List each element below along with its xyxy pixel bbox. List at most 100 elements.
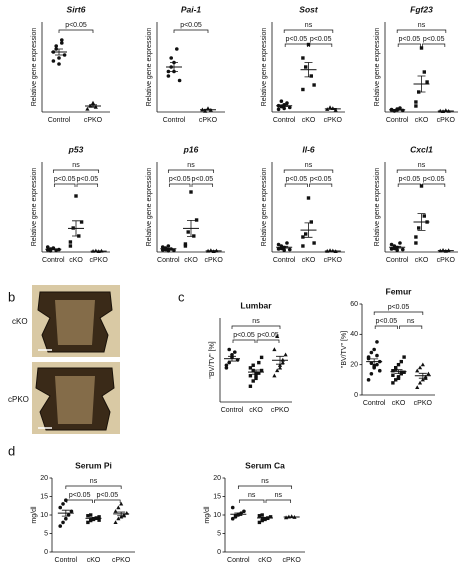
y-axis-label: mg/dl	[204, 506, 211, 524]
dot	[189, 190, 193, 194]
dot	[263, 517, 267, 522]
x-tick-label: Control	[157, 257, 180, 264]
dot	[414, 104, 418, 108]
dot	[260, 518, 264, 523]
dot	[422, 70, 426, 74]
error-bar	[394, 369, 403, 375]
dot	[366, 378, 371, 382]
error-bar	[234, 512, 243, 516]
dot	[402, 370, 406, 374]
significance-bracket	[284, 183, 308, 187]
y-tick-label: 20	[350, 362, 358, 369]
significance-label: ns	[72, 162, 80, 169]
dot	[60, 41, 64, 45]
dot-plot: p16 Relative gene expression Control cKO cPK…	[146, 144, 225, 264]
x-tick-label: cPKO	[90, 257, 109, 264]
significance-label: p<0.05	[423, 176, 445, 183]
dot	[394, 378, 398, 382]
x-tick-label: cKO	[415, 117, 429, 124]
dot	[422, 214, 426, 218]
x-tick-label: Control	[363, 400, 386, 407]
error-bar	[89, 104, 97, 108]
x-tick-label: cKO	[302, 257, 316, 264]
dot	[119, 514, 124, 519]
significance-label: p<0.05	[65, 22, 87, 29]
y-tick-label: 60	[350, 301, 358, 308]
dot	[113, 509, 118, 513]
dot	[79, 220, 84, 224]
dot	[224, 363, 229, 368]
x-tick-label: Control	[273, 117, 296, 124]
significance-label: ns	[407, 318, 415, 325]
dot	[306, 196, 311, 200]
significance-bracket	[173, 29, 209, 33]
significance-label: p<0.05	[399, 176, 421, 183]
dot	[375, 340, 379, 344]
chart-title: Cxcl1	[410, 144, 433, 154]
significance-bracket	[422, 43, 446, 47]
dot	[61, 520, 65, 525]
dot	[287, 247, 292, 252]
dot	[417, 226, 421, 230]
dot	[391, 381, 395, 385]
dot	[417, 365, 423, 370]
dot	[280, 360, 285, 365]
dot-plot: Fgf23 Relative gene expression Control cKO c…	[374, 4, 458, 124]
dot	[272, 347, 277, 352]
x-tick-label: Control	[221, 407, 244, 414]
dot	[257, 360, 261, 365]
dot	[89, 518, 93, 523]
x-tick-label: cKO	[415, 257, 429, 264]
dot-plot: Cxcl1 Relative gene expression Control cKO c…	[374, 144, 458, 264]
significance-label: p<0.05	[77, 176, 99, 183]
y-tick-label: 0	[217, 549, 221, 556]
error-bar	[261, 516, 269, 520]
y-axis-label: Relative gene expression	[31, 28, 38, 107]
dot	[276, 107, 281, 112]
significance-bracket	[168, 183, 191, 187]
error-bar	[280, 245, 289, 249]
x-tick-label: cPKO	[324, 117, 343, 124]
chart-title: Femur	[386, 286, 413, 296]
significance-bracket	[283, 29, 334, 33]
dot	[426, 371, 431, 376]
dot	[233, 350, 237, 354]
error-bar	[418, 372, 427, 379]
dot	[116, 505, 121, 510]
error-bar	[170, 62, 178, 72]
dot	[369, 350, 374, 355]
y-axis-label: Relative gene expression	[261, 168, 268, 247]
significance-label: ns	[90, 478, 98, 485]
y-axis-label: Relative gene expression	[146, 28, 153, 107]
y-tick-label: 15	[40, 493, 48, 500]
image-label: cKO	[12, 317, 28, 326]
x-tick-label: cKO	[184, 257, 198, 264]
x-tick-label: cKO	[69, 257, 83, 264]
dot-plot: p53 Relative gene expression Control cKO cPK…	[31, 144, 110, 264]
y-tick-label: 10	[40, 512, 48, 519]
significance-label: ns	[418, 162, 426, 169]
dot	[282, 106, 286, 111]
dot	[391, 369, 395, 373]
bone-texture	[55, 376, 95, 424]
x-tick-label: Control	[42, 257, 65, 264]
dot	[259, 368, 264, 373]
dot-plot: Pai-1 Relative gene expression Control cPKO…	[146, 4, 225, 124]
significance-bracket	[231, 325, 281, 329]
x-tick-label: cPKO	[437, 257, 456, 264]
significance-label: ns	[305, 22, 313, 29]
dot	[60, 38, 64, 42]
error-bar	[164, 247, 173, 250]
dot-plot: Lumbar "BV/TV" [%] Control cKO cPKO ns p<0.05 p…	[209, 300, 292, 414]
dot	[175, 47, 179, 51]
error-bar	[393, 245, 402, 249]
dot	[68, 240, 73, 244]
dot	[69, 509, 74, 514]
chart-title: Il-6	[302, 144, 315, 154]
significance-label: ns	[305, 162, 313, 169]
dot	[57, 62, 61, 66]
dot	[304, 65, 308, 69]
y-tick-label: 20	[213, 475, 221, 482]
significance-bracket	[238, 499, 265, 503]
